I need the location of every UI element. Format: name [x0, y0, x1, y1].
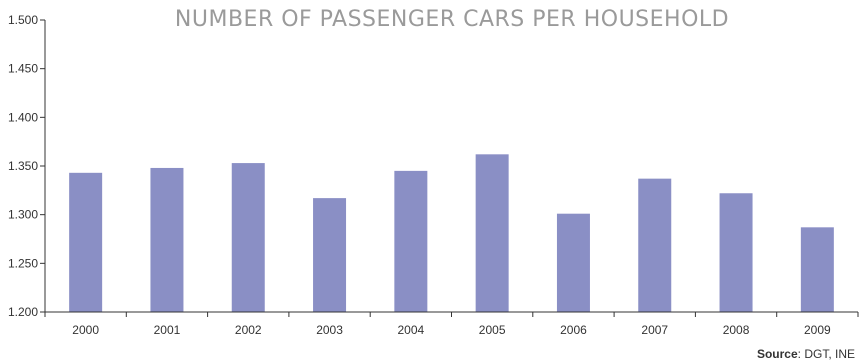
x-tick-label: 2006 [560, 323, 587, 337]
y-tick-label: 1.500 [8, 13, 38, 27]
bar [231, 163, 265, 312]
y-axis: 1.200 1.250 1.300 1.350 1.400 1.450 1.500 [8, 13, 46, 319]
source-label: Source [756, 347, 798, 361]
x-tick-label: 2005 [479, 323, 506, 337]
bar [394, 170, 428, 312]
bar [69, 172, 103, 312]
y-tick-label: 1.350 [8, 159, 38, 173]
y-tick-label: 1.300 [8, 208, 38, 222]
y-tick-label: 1.400 [8, 110, 38, 124]
bar [150, 167, 184, 312]
x-tick-label: 2007 [641, 323, 668, 337]
source-text: : DGT, INE [797, 347, 855, 361]
y-tick-label: 1.200 [8, 305, 38, 319]
bar [800, 227, 834, 312]
y-tick-label: 1.450 [8, 62, 38, 76]
bar [638, 178, 672, 312]
x-tick-label: 2000 [72, 323, 99, 337]
x-tick-label: 2002 [235, 323, 262, 337]
x-tick-label: 2009 [804, 323, 831, 337]
x-tick-label: 2003 [316, 323, 343, 337]
y-tick-label: 1.250 [8, 256, 38, 270]
x-axis: 2000 2001 2002 2003 2004 2005 2006 2007 2008 2009 [44, 311, 859, 337]
chart-title: NUMBER OF PASSENGER CARS PER HOUSEHOLD [175, 7, 729, 32]
bar [313, 198, 347, 312]
bar [475, 154, 509, 312]
bar [719, 193, 753, 312]
x-tick-label: 2008 [723, 323, 750, 337]
x-tick-label: 2001 [154, 323, 181, 337]
x-tick-label: 2004 [397, 323, 424, 337]
source-note: Source: DGT, INE [757, 347, 855, 361]
bars-group [69, 154, 834, 312]
bar [556, 213, 590, 312]
